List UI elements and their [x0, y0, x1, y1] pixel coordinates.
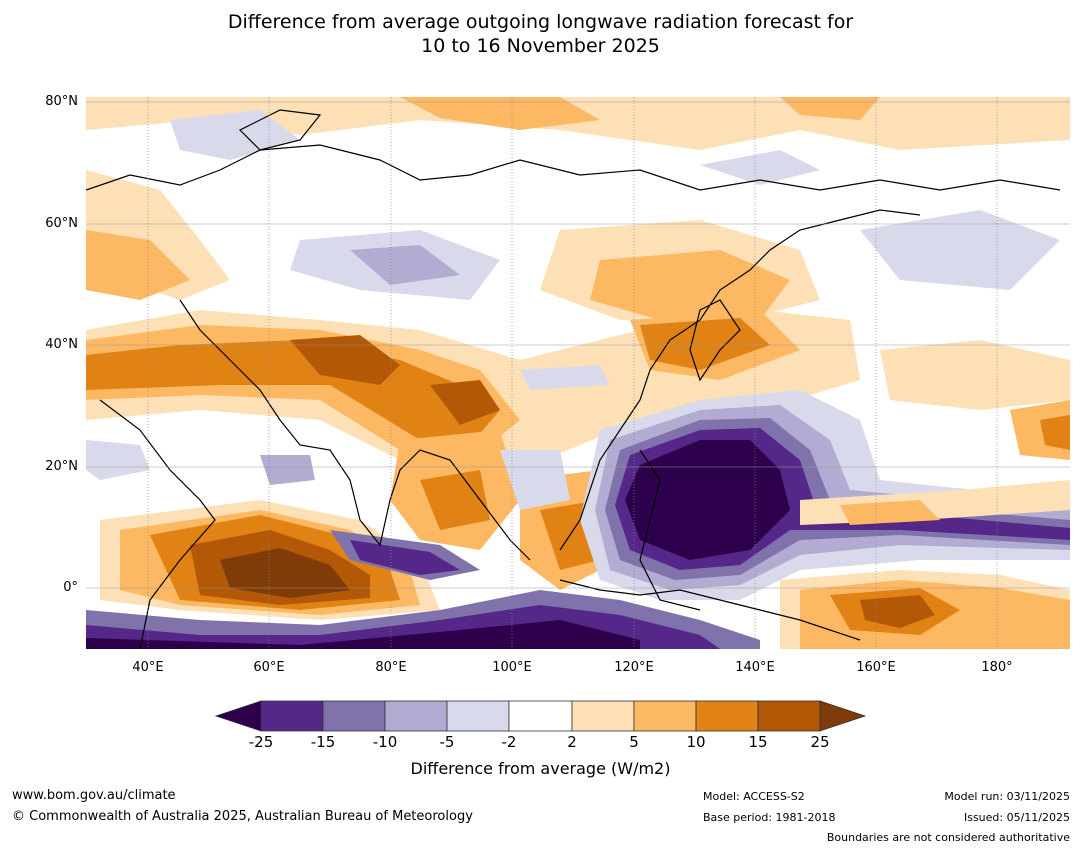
colorbar: [214, 700, 867, 732]
colorbar-tick: 2: [567, 733, 577, 751]
issued-date: Issued: 05/11/2025: [963, 811, 1070, 824]
colorbar-tick: 5: [629, 733, 639, 751]
lon-label-180: 180°: [981, 660, 1013, 675]
lat-label-60: 60°N: [45, 216, 78, 231]
colorbar-tick: -15: [310, 733, 336, 751]
colorbar-tick: -10: [372, 733, 398, 751]
model-name: Model: ACCESS-S2: [703, 790, 805, 803]
title-line-1: Difference from average outgoing longwav…: [227, 11, 854, 33]
base-period: Base period: 1981-2018: [703, 811, 836, 824]
coastlines: [86, 109, 1061, 649]
boundaries-disclaimer: Boundaries are not considered authoritat…: [826, 831, 1070, 844]
lon-label-120e: 120°E: [614, 660, 654, 675]
colorbar-tick: -2: [501, 733, 517, 751]
lon-label-40e: 40°E: [132, 660, 164, 675]
colorbar-tick: 15: [748, 733, 768, 751]
lon-label-140e: 140°E: [735, 660, 775, 675]
colorbar-bin: [384, 700, 448, 732]
lon-label-80e: 80°E: [375, 660, 407, 675]
anomaly-field: [86, 97, 1070, 649]
colorbar-bin: [633, 700, 697, 732]
lon-label-60e: 60°E: [253, 660, 285, 675]
colorbar-bin: [446, 700, 510, 732]
colorbar-bin: [260, 700, 324, 732]
map-title: Difference from average outgoing longwav…: [0, 10, 1081, 58]
lat-gridlines: [86, 101, 1070, 589]
colorbar-bin: [571, 700, 635, 732]
colorbar-title: Difference from average (W/m2): [410, 759, 671, 778]
copyright: © Commonwealth of Australia 2025, Austra…: [12, 809, 473, 824]
gridlines: [147, 97, 998, 649]
colorbar-tick: -5: [439, 733, 455, 751]
title-line-2: 10 to 16 November 2025: [421, 35, 660, 57]
colorbar-bin: [695, 700, 759, 732]
colorbar-bin: [508, 700, 573, 732]
lat-label-40: 40°N: [45, 337, 78, 352]
colorbar-tick: 10: [686, 733, 706, 751]
lat-label-0: 0°: [63, 580, 78, 595]
colorbar-tick: -25: [248, 733, 274, 751]
colorbar-bin: [322, 700, 386, 732]
colorbar-extend-high: [819, 700, 867, 732]
lon-label-160e: 160°E: [856, 660, 896, 675]
model-run: Model run: 03/11/2025: [944, 790, 1070, 803]
lat-label-80: 80°N: [45, 94, 78, 109]
colorbar-extend-low: [214, 700, 262, 732]
colorbar-bin: [757, 700, 821, 732]
lat-label-20: 20°N: [45, 459, 78, 474]
lon-label-100e: 100°E: [492, 660, 532, 675]
website-link[interactable]: www.bom.gov.au/climate: [12, 788, 176, 803]
colorbar-tick: 25: [810, 733, 830, 751]
